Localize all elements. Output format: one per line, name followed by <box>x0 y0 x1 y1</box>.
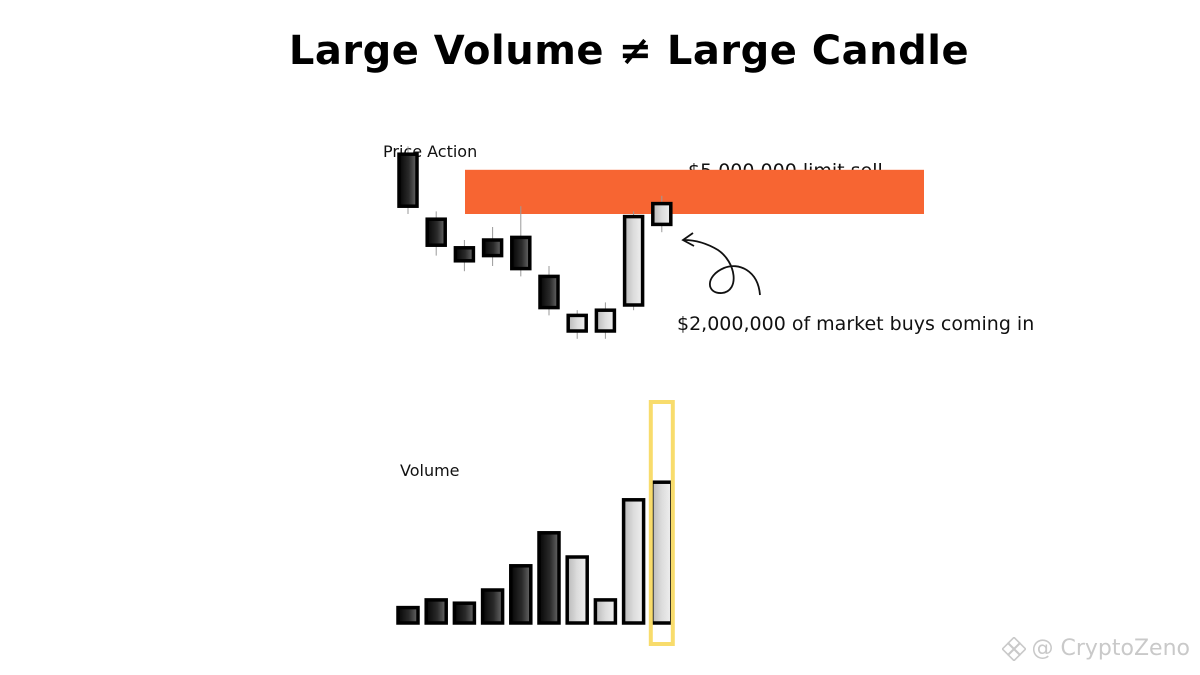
candle-body <box>510 235 532 271</box>
watermark-text: @ CryptoZeno <box>1031 636 1190 661</box>
candlesticks <box>397 146 673 339</box>
candle <box>510 206 532 277</box>
candle-body <box>397 152 419 208</box>
candle-body <box>594 308 617 333</box>
candle-body <box>538 274 560 310</box>
volume-bars <box>396 480 674 625</box>
page-title: Large Volume ≠ Large Candle <box>288 28 970 74</box>
binance-logo-icon <box>1001 636 1026 661</box>
volume-highlight-box <box>648 400 675 646</box>
candle-body <box>566 313 588 333</box>
volume-bar <box>537 531 561 625</box>
curly-arrow-icon <box>681 232 761 296</box>
volume-bar <box>593 598 618 625</box>
candle <box>651 195 673 233</box>
candle-body <box>425 217 447 247</box>
volume-bar <box>452 601 477 625</box>
candle-body <box>481 238 504 258</box>
candle <box>622 211 645 311</box>
volume-label: Volume <box>400 461 460 480</box>
candle-body <box>651 201 673 227</box>
volume-bar <box>509 564 533 625</box>
volume-bar <box>621 498 646 625</box>
market-buys-label: $2,000,000 of market buys coming in <box>677 313 1035 335</box>
watermark: @ CryptoZeno <box>1001 636 1190 661</box>
volume-bar <box>396 605 420 625</box>
candle <box>481 227 504 266</box>
candle <box>453 240 476 272</box>
candle-body <box>453 246 476 263</box>
candle <box>594 302 617 339</box>
candle <box>566 310 588 339</box>
volume-bar <box>424 598 448 625</box>
volume-bar <box>650 480 674 625</box>
candle <box>397 146 419 214</box>
volume-bar <box>565 555 589 625</box>
candle <box>425 211 447 256</box>
limit-sell-zone <box>465 169 924 214</box>
candle-body <box>622 214 645 307</box>
volume-bar <box>480 588 505 625</box>
candle <box>538 266 560 316</box>
